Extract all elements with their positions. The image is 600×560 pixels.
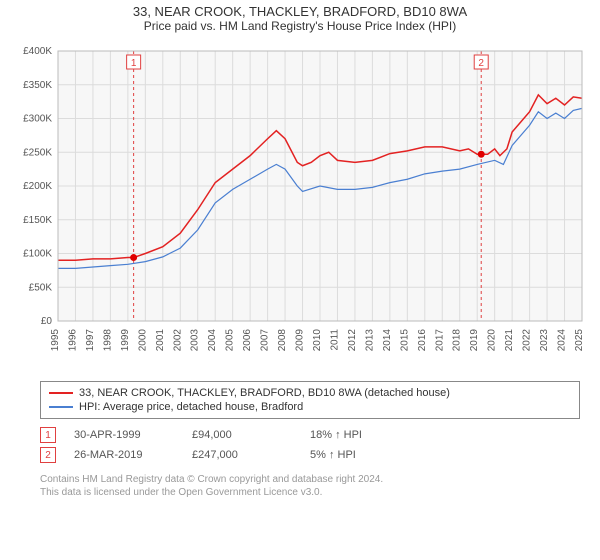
legend-item: HPI: Average price, detached house, Brad… [49, 400, 571, 414]
svg-text:2004: 2004 [207, 329, 218, 352]
svg-text:2002: 2002 [172, 329, 183, 352]
legend-item: 33, NEAR CROOK, THACKLEY, BRADFORD, BD10… [49, 386, 571, 400]
svg-text:2021: 2021 [504, 329, 515, 352]
marker-row: 1 30-APR-1999 £94,000 18% ↑ HPI [40, 425, 580, 445]
svg-text:£150K: £150K [23, 215, 52, 226]
footer-line: This data is licensed under the Open Gov… [40, 486, 580, 499]
legend-swatch [49, 406, 73, 408]
svg-text:1996: 1996 [67, 329, 78, 352]
svg-text:2011: 2011 [329, 329, 340, 351]
marker-delta: 18% ↑ HPI [310, 429, 410, 441]
marker-date: 26-MAR-2019 [74, 449, 174, 461]
svg-text:£0: £0 [41, 316, 53, 327]
marker-price: £94,000 [192, 429, 292, 441]
svg-text:2018: 2018 [452, 329, 463, 352]
svg-text:2008: 2008 [277, 329, 288, 352]
svg-text:£250K: £250K [23, 147, 52, 158]
svg-text:£50K: £50K [29, 282, 53, 293]
svg-text:1998: 1998 [102, 329, 113, 352]
svg-text:2019: 2019 [469, 329, 480, 352]
svg-text:£300K: £300K [23, 114, 52, 125]
svg-text:£100K: £100K [23, 249, 52, 260]
legend-swatch [49, 392, 73, 394]
svg-text:1997: 1997 [85, 329, 96, 352]
chart-subtitle: Price paid vs. HM Land Registry's House … [0, 19, 600, 41]
svg-text:2012: 2012 [347, 329, 358, 352]
svg-text:2009: 2009 [295, 329, 306, 352]
marker-delta: 5% ↑ HPI [310, 449, 410, 461]
chart-svg: £0 £50K £100K £150K £200K £250K £300K £350K £400… [10, 41, 590, 371]
legend-label: 33, NEAR CROOK, THACKLEY, BRADFORD, BD10… [79, 387, 450, 399]
svg-text:£200K: £200K [23, 181, 52, 192]
svg-text:2005: 2005 [225, 329, 236, 352]
marker-badge: 1 [40, 427, 56, 443]
svg-text:2025: 2025 [574, 329, 585, 352]
svg-text:1999: 1999 [120, 329, 131, 352]
svg-text:£350K: £350K [23, 80, 52, 91]
footer: Contains HM Land Registry data © Crown c… [40, 473, 580, 505]
svg-text:2: 2 [478, 58, 484, 69]
svg-text:2006: 2006 [242, 329, 253, 352]
marker-date: 30-APR-1999 [74, 429, 174, 441]
svg-text:2013: 2013 [364, 329, 375, 352]
footer-line: Contains HM Land Registry data © Crown c… [40, 473, 580, 486]
svg-text:1: 1 [131, 58, 137, 69]
marker-badge: 2 [40, 447, 56, 463]
svg-text:£400K: £400K [23, 46, 52, 57]
svg-text:2016: 2016 [417, 329, 428, 352]
marker-table: 1 30-APR-1999 £94,000 18% ↑ HPI 2 26-MAR… [40, 425, 580, 465]
svg-text:2000: 2000 [137, 329, 148, 352]
svg-text:2010: 2010 [312, 329, 323, 352]
svg-text:2001: 2001 [155, 329, 166, 352]
svg-text:2022: 2022 [522, 329, 533, 352]
svg-text:2023: 2023 [539, 329, 550, 352]
svg-text:2007: 2007 [260, 329, 271, 352]
marker-price: £247,000 [192, 449, 292, 461]
svg-text:2014: 2014 [382, 329, 393, 352]
legend-label: HPI: Average price, detached house, Brad… [79, 401, 303, 413]
legend: 33, NEAR CROOK, THACKLEY, BRADFORD, BD10… [40, 381, 580, 419]
svg-text:2003: 2003 [190, 329, 201, 352]
svg-text:2020: 2020 [487, 329, 498, 352]
chart-plot-area: £0 £50K £100K £150K £200K £250K £300K £350K £400… [10, 41, 590, 371]
svg-text:2024: 2024 [557, 329, 568, 352]
svg-text:2015: 2015 [399, 329, 410, 352]
chart-container: 33, NEAR CROOK, THACKLEY, BRADFORD, BD10… [0, 0, 600, 505]
svg-text:1995: 1995 [50, 329, 61, 352]
chart-title: 33, NEAR CROOK, THACKLEY, BRADFORD, BD10… [0, 0, 600, 19]
svg-text:2017: 2017 [434, 329, 445, 352]
marker-row: 2 26-MAR-2019 £247,000 5% ↑ HPI [40, 445, 580, 465]
